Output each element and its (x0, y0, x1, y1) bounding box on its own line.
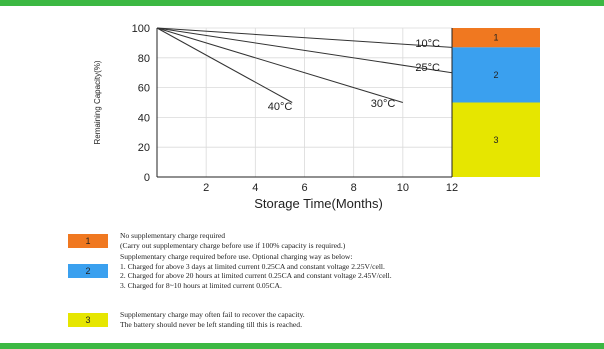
legend-row-3: 3 Supplementary charge may often fail to … (68, 310, 305, 329)
zone-3 (452, 102, 540, 177)
zone-label-2: 2 (493, 70, 498, 80)
zone-1 (452, 28, 540, 48)
zone-label-1: 1 (493, 33, 498, 43)
series-label: 30°C (371, 98, 396, 110)
bottom-accent-bar (0, 343, 604, 349)
x-tick-label: 10 (397, 182, 409, 194)
legend-text: Supplementary charge may often fail to r… (120, 310, 305, 329)
series-label: 40°C (268, 101, 293, 113)
series-line-10c (156, 27, 453, 48)
legend-text: Supplementary charge required before use… (120, 252, 392, 290)
y-tick-label: 40 (138, 112, 150, 124)
series-line-30c (156, 27, 403, 103)
x-axis-label: Storage Time(Months) (254, 196, 383, 211)
legend-line: Supplementary charge may often fail to r… (120, 310, 305, 319)
legend-line: No supplementary charge required (120, 231, 226, 240)
legend-swatch-2: 2 (68, 264, 108, 278)
series-label: 10°C (415, 38, 440, 50)
legend-row-2: 2 Supplementary charge required before us… (68, 252, 392, 290)
series-line-25c (156, 27, 453, 74)
zone-label-3: 3 (493, 135, 498, 145)
series-line-40c (156, 27, 293, 103)
y-tick-label: 100 (132, 23, 150, 35)
legend-line: The battery should never be left standin… (120, 319, 302, 329)
x-tick-label: 6 (301, 182, 307, 194)
legend-text: No supplementary charge required (Carry o… (120, 231, 345, 250)
y-tick-label: 60 (138, 83, 150, 95)
series-label: 25°C (415, 62, 440, 74)
legend-line: (Carry out supplementary charge before u… (120, 240, 346, 250)
x-tick-label: 4 (252, 182, 258, 194)
legend-row-1: 1 No supplementary charge required (Carry … (68, 231, 345, 250)
y-tick-label: 0 (144, 172, 150, 184)
legend-swatch-1: 1 (68, 233, 108, 248)
y-tick-label: 20 (138, 142, 150, 154)
legend-line: 3. Charged for 8~10 hours at limited cur… (120, 280, 282, 290)
legend-line: 1. Charged for above 3 days at limited c… (120, 261, 385, 271)
top-accent-bar (0, 0, 604, 6)
legend-line: 2. Charged for above 20 hours at limited… (120, 271, 392, 280)
x-tick-label: 8 (351, 182, 357, 194)
x-tick-label: 12 (446, 182, 458, 194)
y-tick-label: 80 (138, 53, 150, 65)
legend-swatch-3: 3 (68, 312, 108, 327)
legend-line: Supplementary charge required before use… (120, 252, 353, 261)
x-tick-label: 2 (203, 182, 209, 194)
y-axis-label: Remaining Capacity(%) (93, 60, 102, 144)
zone-2 (452, 47, 540, 103)
